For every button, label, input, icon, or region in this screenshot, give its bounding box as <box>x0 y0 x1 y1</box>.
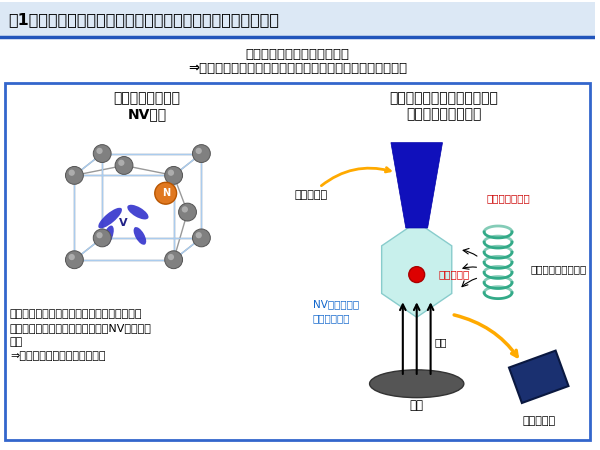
Circle shape <box>164 251 182 269</box>
Circle shape <box>65 166 83 184</box>
Text: NV中心: NV中心 <box>127 107 166 121</box>
Ellipse shape <box>103 225 114 246</box>
Circle shape <box>193 229 211 247</box>
Text: ダイヤモンド: ダイヤモンド <box>313 313 350 323</box>
Circle shape <box>118 160 124 166</box>
Text: ダイヤモンド中の電子スピン: ダイヤモンド中の電子スピン <box>389 91 498 105</box>
Circle shape <box>93 144 111 162</box>
Text: 図1　ダイヤモンド中の電子スピンとそのセンシングへの応用: 図1 ダイヤモンド中の電子スピンとそのセンシングへの応用 <box>8 12 279 27</box>
Text: 炭素が抜けてできた空孔との対（NV中心）を: 炭素が抜けてできた空孔との対（NV中心）を <box>10 323 152 333</box>
Text: ダイヤモンド中の: ダイヤモンド中の <box>113 91 181 105</box>
Circle shape <box>168 254 174 260</box>
FancyBboxPatch shape <box>509 351 569 403</box>
Text: を用いた量子センサ: を用いた量子センサ <box>406 107 481 121</box>
Ellipse shape <box>370 370 464 398</box>
Polygon shape <box>391 143 443 228</box>
Text: 標的: 標的 <box>410 399 424 412</box>
Text: マイクロ波生成装置: マイクロ波生成装置 <box>531 265 587 274</box>
Text: N: N <box>161 188 170 198</box>
Circle shape <box>65 251 83 269</box>
Text: 光子検出器: 光子検出器 <box>522 417 556 427</box>
Text: ⇒量子センサ実現の候補（磁場、電場、温度の高感度検出）: ⇒量子センサ実現の候補（磁場、電場、温度の高感度検出） <box>188 62 407 75</box>
Text: 磁場: 磁場 <box>434 337 447 347</box>
Text: 原子間力顕微鏡: 原子間力顕微鏡 <box>486 193 530 203</box>
Circle shape <box>182 206 188 212</box>
Circle shape <box>93 229 111 247</box>
Ellipse shape <box>134 227 146 245</box>
Ellipse shape <box>98 208 122 228</box>
FancyBboxPatch shape <box>0 2 595 37</box>
Circle shape <box>115 157 133 175</box>
Polygon shape <box>382 222 452 317</box>
Circle shape <box>196 232 202 239</box>
Text: ⇒電子スピンがトラップされる: ⇒電子スピンがトラップされる <box>10 351 106 361</box>
Circle shape <box>179 203 196 221</box>
Circle shape <box>155 182 176 204</box>
Circle shape <box>97 148 103 154</box>
Circle shape <box>97 232 103 239</box>
Text: 生成: 生成 <box>10 337 23 347</box>
Text: ダイヤモンド中の電子スピン: ダイヤモンド中の電子スピン <box>245 49 350 61</box>
Circle shape <box>164 166 182 184</box>
FancyBboxPatch shape <box>5 83 590 440</box>
Circle shape <box>68 254 75 260</box>
Text: 炭素のあるべき位置に置き換わった窒素と、: 炭素のあるべき位置に置き換わった窒素と、 <box>10 309 142 320</box>
Text: レーザー光: レーザー光 <box>294 168 390 200</box>
Text: V: V <box>119 218 127 228</box>
Ellipse shape <box>127 205 149 220</box>
Text: 電子スピン: 電子スピン <box>439 270 470 279</box>
Circle shape <box>193 144 211 162</box>
Circle shape <box>409 267 425 283</box>
Circle shape <box>196 148 202 154</box>
Circle shape <box>68 170 75 176</box>
Text: NV中心を含む: NV中心を含む <box>313 299 359 310</box>
Circle shape <box>168 170 174 176</box>
